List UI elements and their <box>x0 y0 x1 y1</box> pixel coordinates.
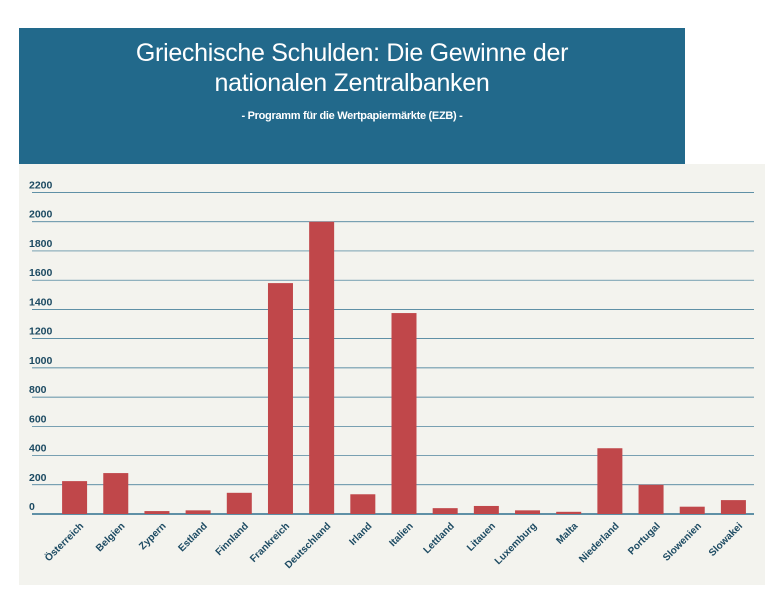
y-tick-label: 2000 <box>29 209 53 221</box>
bar <box>391 313 417 514</box>
y-tick-label: 800 <box>29 384 47 396</box>
x-tick-label: Litauen <box>465 521 498 554</box>
x-tick-label: Lettland <box>422 521 457 556</box>
y-tick-label: 0 <box>29 501 35 513</box>
x-tick-label: Frankreich <box>248 521 292 565</box>
x-tick-label: Zypern <box>137 521 168 552</box>
x-tick-label: Italien <box>387 521 415 549</box>
y-tick-label: 200 <box>29 472 47 484</box>
x-tick-label: Belgien <box>94 521 127 554</box>
bar <box>720 500 746 514</box>
bar <box>309 221 335 514</box>
bar <box>185 510 211 514</box>
bar <box>432 508 458 514</box>
y-tick-label: 1800 <box>29 238 53 250</box>
x-tick-label: Finnland <box>214 521 251 558</box>
y-tick-label: 1000 <box>29 355 53 367</box>
chart-title: Griechische Schulden: Die Gewinne der na… <box>135 39 569 97</box>
y-tick-label: 1400 <box>29 296 53 308</box>
x-tick-label: Irland <box>347 521 374 548</box>
bar <box>597 448 623 514</box>
bar <box>62 481 88 514</box>
bar <box>144 511 170 514</box>
x-tick-label: Portugal <box>626 521 663 558</box>
x-tick-label: Malta <box>555 521 581 547</box>
chart-subtitle: - Programm für die Wertpapiermärkte (EZB… <box>241 110 463 122</box>
x-tick-label: Luxemburg <box>493 521 539 567</box>
x-tick-label: Österreich <box>42 519 87 564</box>
x-tick-label: Niederland <box>577 521 621 565</box>
bar <box>473 505 499 514</box>
x-tick-label: Estland <box>176 521 209 554</box>
bar <box>350 494 376 514</box>
y-tick-label: 1200 <box>29 326 53 338</box>
y-tick-label: 600 <box>29 413 47 425</box>
bar <box>267 283 293 514</box>
y-tick-label: 1600 <box>29 267 53 279</box>
chart-panel: 0 200 400 600 800 1000 1200 1400 1600 1800 2000 220… <box>19 164 765 585</box>
bar <box>638 484 664 514</box>
x-tick-label: Slowenien <box>661 521 704 564</box>
y-tick-label: 400 <box>29 443 47 455</box>
bar <box>103 473 129 514</box>
bar <box>515 510 541 514</box>
bar <box>226 492 252 514</box>
bar <box>556 511 582 514</box>
x-tick-label: Slowakei <box>707 521 745 559</box>
y-tick-label: 2200 <box>29 180 53 192</box>
bar-chart: 0 200 400 600 800 1000 1200 1400 1600 1800 2000 220… <box>29 180 754 571</box>
bar <box>679 506 705 514</box>
chart-header: Griechische Schulden: Die Gewinne der na… <box>19 28 685 164</box>
